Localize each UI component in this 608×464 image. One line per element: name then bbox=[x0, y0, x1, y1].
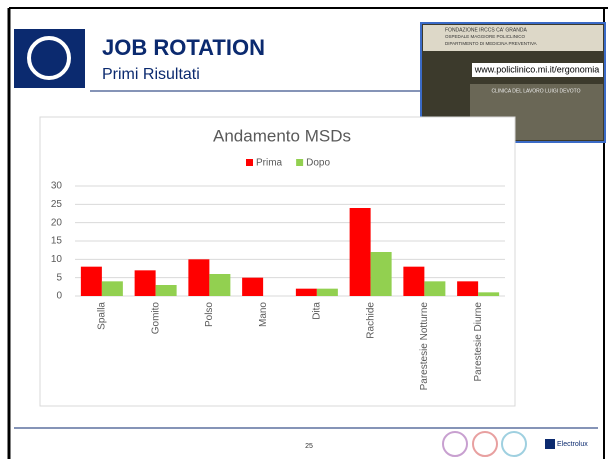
x-tick-label: Parestesie Diurne bbox=[473, 302, 484, 382]
brand-mark bbox=[545, 439, 555, 449]
x-tick-label: Parestesie Notturne bbox=[419, 302, 430, 391]
legend-swatch bbox=[296, 159, 303, 166]
inset-url: www.policlinico.mi.it/ergonomia bbox=[474, 64, 600, 74]
icon bbox=[443, 432, 467, 456]
bar bbox=[424, 281, 445, 296]
inset-text: FONDAZIONE IRCCS CA' GRANDA bbox=[445, 27, 527, 33]
bar bbox=[296, 289, 317, 296]
x-tick-label: Rachide bbox=[365, 302, 376, 339]
bar bbox=[457, 281, 478, 296]
bar bbox=[403, 267, 424, 296]
bar bbox=[81, 267, 102, 296]
bar bbox=[135, 270, 156, 296]
bar bbox=[156, 285, 177, 296]
bar bbox=[478, 292, 499, 296]
bar bbox=[371, 252, 392, 296]
legend-label: Dopo bbox=[306, 158, 330, 169]
y-tick-label: 5 bbox=[56, 272, 62, 283]
bar bbox=[317, 289, 338, 296]
legend-label: Prima bbox=[256, 158, 283, 169]
bar bbox=[188, 259, 209, 296]
y-tick-label: 15 bbox=[51, 236, 63, 247]
x-tick-label: Gomito bbox=[150, 302, 161, 335]
y-tick-label: 30 bbox=[51, 181, 63, 192]
x-tick-label: Spalla bbox=[97, 302, 108, 330]
y-tick-label: 20 bbox=[51, 217, 63, 228]
x-tick-label: Dita bbox=[312, 302, 323, 320]
inset-text: DIPARTIMENTO DI MEDICINA PREVENTIVA bbox=[445, 41, 537, 46]
brand: Electrolux bbox=[557, 441, 588, 448]
bar bbox=[209, 274, 230, 296]
inset-text: CLINICA DEL LAVORO LUIGI DEVOTO bbox=[491, 88, 580, 94]
slide-title: JOB ROTATION bbox=[102, 35, 265, 60]
slide-subtitle: Primi Risultati bbox=[102, 66, 200, 83]
inset-text: OSPEDALE MAGGIORE POLICLINICO bbox=[445, 34, 526, 39]
slide: JOB ROTATION Primi Risultati FONDAZIONE … bbox=[0, 0, 608, 459]
page: JOB ROTATION Primi Risultati FONDAZIONE … bbox=[0, 0, 608, 464]
bar bbox=[350, 208, 371, 296]
icon bbox=[473, 432, 497, 456]
y-tick-label: 10 bbox=[51, 254, 63, 265]
icon bbox=[502, 432, 526, 456]
x-tick-label: Mano bbox=[258, 302, 269, 327]
bar bbox=[102, 281, 123, 296]
page-number: 25 bbox=[305, 443, 313, 450]
y-tick-label: 25 bbox=[51, 199, 63, 210]
bar bbox=[242, 278, 263, 296]
x-tick-label: Polso bbox=[204, 302, 215, 327]
chart-title: Andamento MSDs bbox=[213, 126, 351, 145]
y-tick-label: 0 bbox=[56, 291, 62, 302]
legend-swatch bbox=[246, 159, 253, 166]
